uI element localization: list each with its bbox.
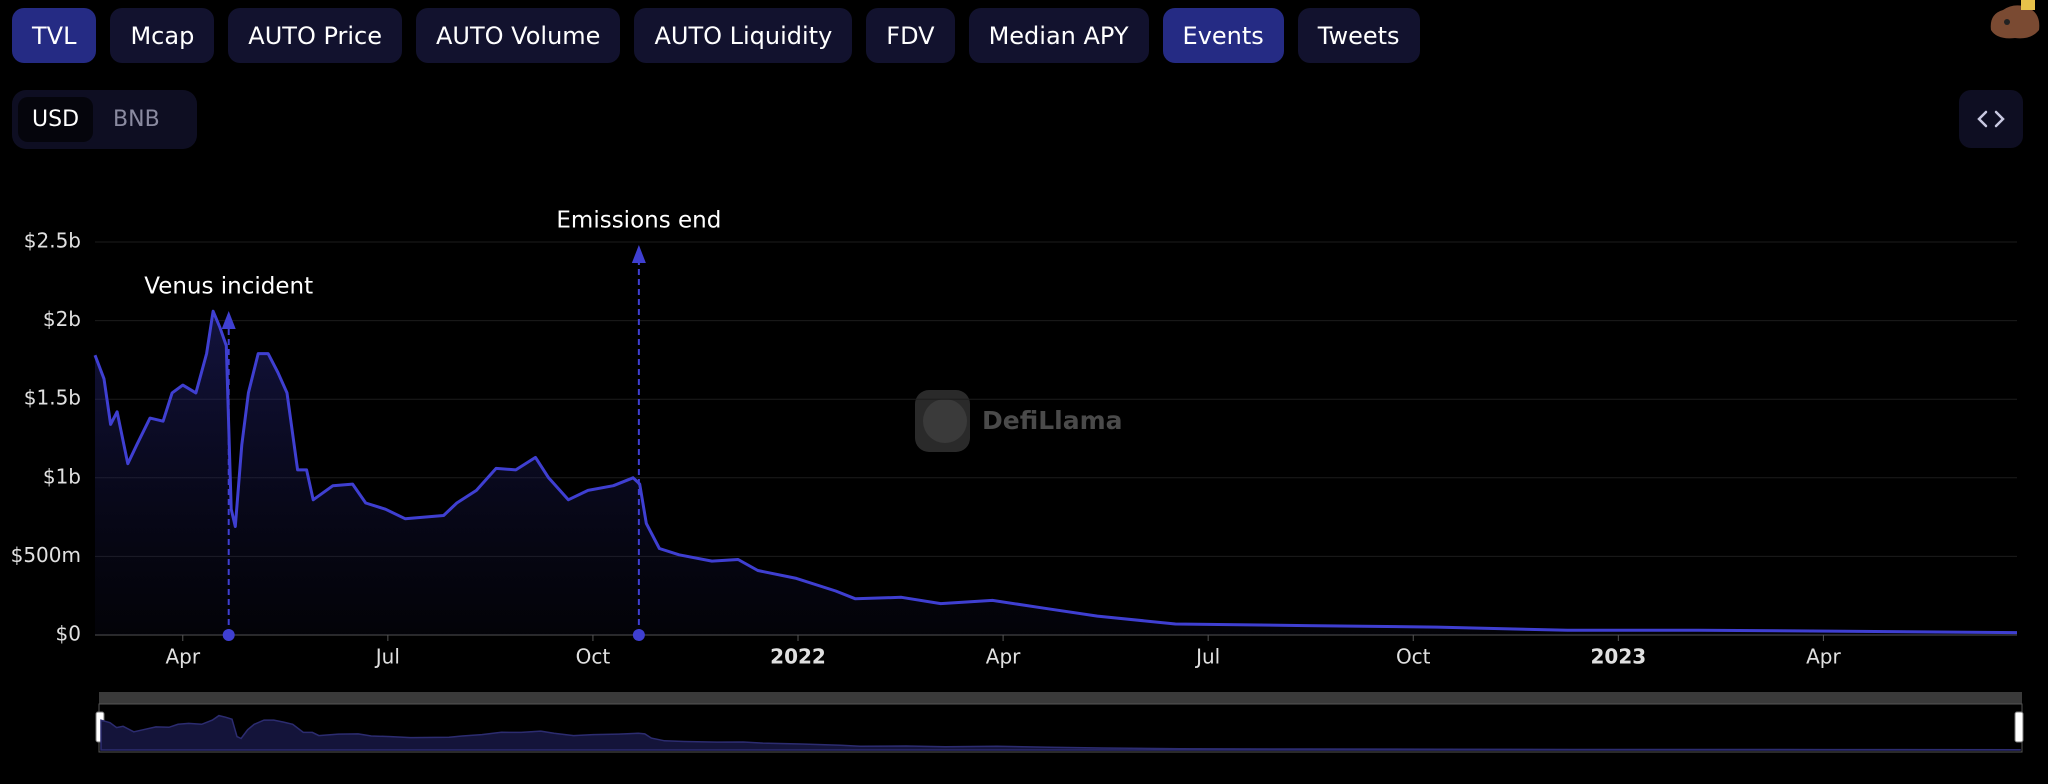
area [95, 311, 2017, 635]
y-tick-label: $500m [11, 543, 81, 567]
x-tick-label: Jul [374, 645, 400, 669]
y-tick-label: $0 [56, 622, 81, 646]
metric-tab[interactable]: AUTO Price [228, 8, 403, 63]
x-tick-label: Jul [1194, 645, 1220, 669]
denomination-toggle: USD BNB [12, 90, 197, 149]
x-tick-label: Apr [1806, 645, 1841, 669]
event-arrow [631, 245, 646, 263]
metric-tab[interactable]: Events [1162, 8, 1284, 63]
denomination-option[interactable]: USD [18, 97, 94, 142]
brush-right-handle[interactable] [2014, 711, 2024, 743]
avatar[interactable] [1985, 0, 2043, 42]
event-arrow [221, 311, 236, 329]
y-tick-label: $1b [43, 464, 81, 488]
y-tick-label: $1.5b [24, 386, 81, 410]
y-tick-label: $2.5b [24, 229, 81, 253]
metric-tab[interactable]: AUTO Volume [416, 8, 621, 63]
metric-tab[interactable]: AUTO Liquidity [634, 8, 853, 63]
event-label: Venus incident [144, 274, 313, 300]
x-tick-label: 2022 [770, 645, 826, 669]
line [93, 309, 2018, 635]
y-tick-label: $2b [43, 307, 81, 331]
denomination-option[interactable]: BNB [113, 107, 160, 132]
brush-handle-bar[interactable] [99, 692, 2022, 704]
metric-tab[interactable]: Tweets [1297, 8, 1420, 63]
x-tick-label: 2023 [1590, 645, 1646, 669]
event-label: Emissions end [556, 208, 721, 234]
x-tick-label: Apr [165, 645, 200, 669]
event-dot [222, 629, 235, 641]
metric-tabs: TVL Mcap AUTO Price AUTO Volume AUTO Liquidi… [12, 8, 1420, 63]
embed-button[interactable] [1959, 90, 2023, 148]
watermark: DefiLlama [982, 406, 1123, 435]
metric-tab[interactable]: Median APY [968, 8, 1149, 63]
embed-icon [1977, 110, 2005, 128]
x-tick-label: Oct [576, 645, 611, 669]
metric-tab[interactable]: Mcap [110, 8, 215, 63]
metric-tab[interactable]: TVL [12, 8, 97, 63]
x-tick-label: Oct [1396, 645, 1431, 669]
event-dot [632, 629, 645, 641]
x-tick-label: Apr [986, 645, 1021, 669]
watermark-logo [915, 390, 970, 452]
metric-tab[interactable]: FDV [866, 8, 955, 63]
brush-area [100, 714, 2021, 751]
